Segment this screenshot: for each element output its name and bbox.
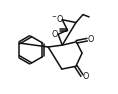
Text: O: O xyxy=(88,35,94,44)
Text: O: O xyxy=(82,72,89,81)
Text: O: O xyxy=(52,30,58,39)
Text: $^{-}$O: $^{-}$O xyxy=(51,13,64,24)
